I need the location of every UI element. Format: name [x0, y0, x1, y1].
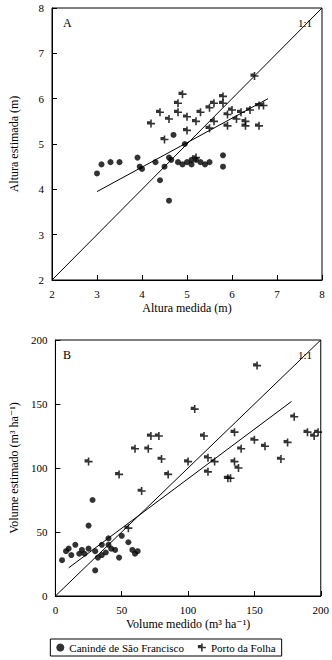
svg-text:7: 7 — [274, 288, 280, 300]
svg-text:6: 6 — [229, 288, 235, 300]
svg-text:Altura estimada (m): Altura estimada (m) — [7, 96, 21, 193]
svg-text:8: 8 — [319, 288, 325, 300]
svg-text:Canindé de São Francisco: Canindé de São Francisco — [69, 642, 184, 654]
svg-text:200: 200 — [31, 334, 48, 346]
svg-text:150: 150 — [246, 604, 263, 616]
svg-text:0: 0 — [42, 590, 48, 602]
svg-text:1:1: 1:1 — [298, 349, 312, 361]
svg-text:A: A — [63, 16, 72, 30]
svg-text:5: 5 — [39, 138, 45, 150]
svg-text:2: 2 — [39, 274, 45, 286]
svg-text:Altura medida (m): Altura medida (m) — [142, 301, 231, 315]
svg-text:3: 3 — [39, 229, 45, 241]
svg-text:2: 2 — [49, 288, 55, 300]
svg-text:150: 150 — [31, 398, 48, 410]
svg-text:4: 4 — [139, 288, 145, 300]
svg-text:8: 8 — [39, 2, 45, 14]
svg-text:Volume medido (m³ ha⁻¹): Volume medido (m³ ha⁻¹) — [126, 617, 250, 631]
svg-text:Porto da Folha: Porto da Folha — [211, 642, 276, 654]
svg-text:50: 50 — [36, 526, 48, 538]
svg-text:100: 100 — [180, 604, 197, 616]
svg-text:Volume estimado (m³ ha⁻¹): Volume estimado (m³ ha⁻¹) — [7, 402, 21, 534]
svg-text:50: 50 — [116, 604, 128, 616]
svg-text:3: 3 — [94, 288, 100, 300]
svg-text:1:1: 1:1 — [298, 17, 312, 29]
svg-text:5: 5 — [184, 288, 190, 300]
svg-text:7: 7 — [39, 47, 45, 59]
svg-text:100: 100 — [31, 462, 48, 474]
svg-text:6: 6 — [39, 93, 45, 105]
svg-text:4: 4 — [39, 183, 45, 195]
svg-text:B: B — [63, 348, 71, 362]
svg-text:200: 200 — [313, 604, 330, 616]
svg-text:0: 0 — [53, 604, 59, 616]
